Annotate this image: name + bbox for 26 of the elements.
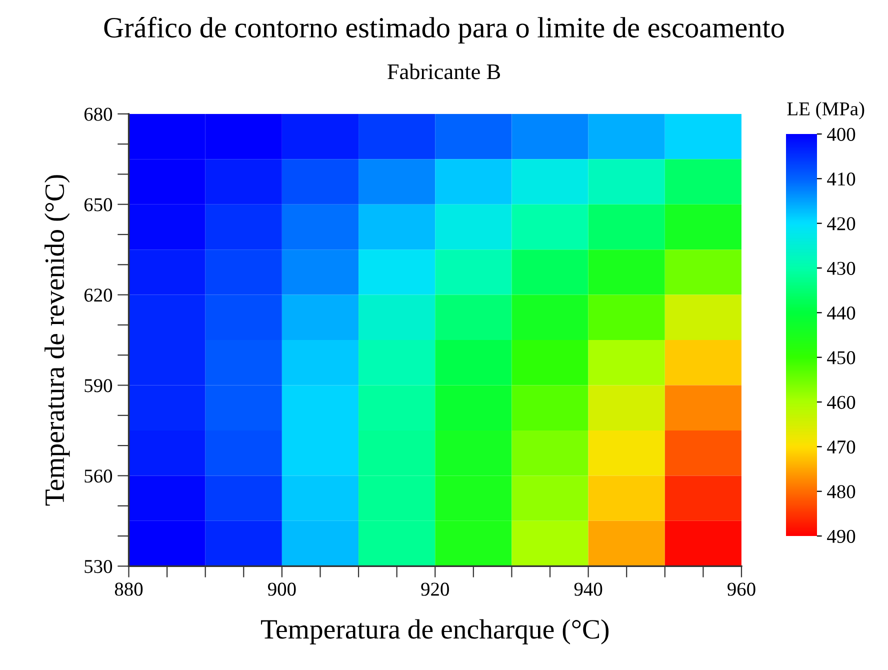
color-bar-label: 480 xyxy=(827,485,856,498)
color-bar-label: 470 xyxy=(827,440,856,454)
chart-title: Gráfico de contorno estimado para o limite de escoamento xyxy=(104,16,784,44)
color-bar-label: 430 xyxy=(827,262,856,275)
color-bar-label: 410 xyxy=(827,172,856,186)
x-tick-label: 920 xyxy=(421,582,449,596)
color-bar-label: 490 xyxy=(827,530,856,543)
y-tick-label: 590 xyxy=(84,379,112,392)
color-bar-label: 460 xyxy=(827,396,856,409)
x-tick-label: 960 xyxy=(728,582,756,596)
x-axis-title: Temperatura de encharque (°C) xyxy=(260,619,609,644)
color-bar-label: 450 xyxy=(827,351,856,364)
y-tick-label: 680 xyxy=(84,108,112,121)
y-tick-label: 650 xyxy=(84,198,112,212)
x-tick-label: 880 xyxy=(114,582,143,596)
y-tick-label: 530 xyxy=(84,560,112,574)
color-bar-title: LE (MPa) xyxy=(787,102,864,120)
color-bar-label: 400 xyxy=(827,128,856,141)
y-tick-label: 560 xyxy=(84,470,112,483)
y-tick-label: 620 xyxy=(84,288,112,302)
x-tick-label: 900 xyxy=(268,582,296,596)
x-tick-label: 940 xyxy=(574,582,602,596)
y-axis-title: Temperatura de revenido (°C) xyxy=(44,175,70,506)
color-bar-label: 440 xyxy=(827,306,856,320)
chart-subtitle: Fabricante B xyxy=(388,64,500,80)
color-bar-label: 420 xyxy=(827,217,856,230)
